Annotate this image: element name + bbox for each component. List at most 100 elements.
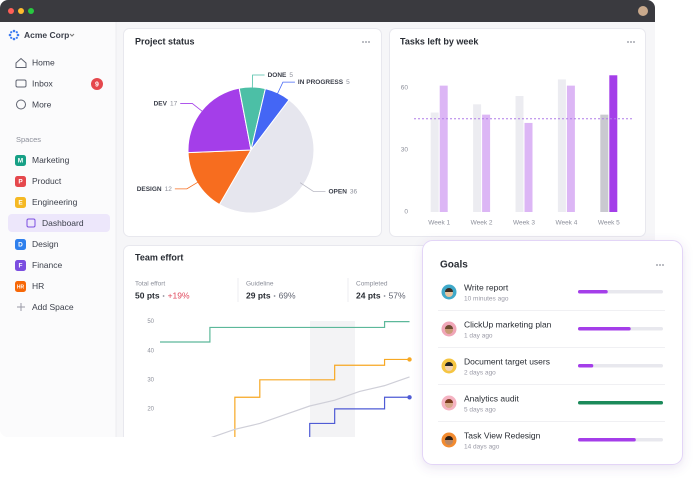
add-space-icon	[17, 303, 25, 311]
end-marker	[407, 357, 412, 362]
avatar-hair	[445, 399, 453, 403]
inbox-icon	[15, 79, 27, 88]
y-tick-label: 20	[147, 406, 154, 412]
pie-category: DEV	[154, 100, 168, 107]
goals-card: Goals Write report 10 minutes ago ClickUp …	[422, 240, 683, 465]
stat-separator	[162, 295, 165, 297]
progress-track	[578, 364, 663, 368]
close-button[interactable]	[8, 8, 14, 14]
effort-line	[209, 358, 410, 437]
x-tick-label: Week 2	[471, 220, 493, 227]
goal-time: 14 days ago	[464, 444, 500, 451]
goal-name[interactable]: Task View Redesign	[464, 430, 541, 440]
pie-value: 5	[289, 72, 293, 79]
x-tick-label: Week 1	[428, 220, 450, 227]
workspace-name[interactable]: Acme Corp	[24, 30, 69, 40]
bar	[515, 96, 524, 212]
space-badge	[15, 176, 26, 187]
stat-value: 50 pts	[135, 290, 160, 300]
space-name[interactable]: Finance	[32, 260, 63, 270]
title-bar	[0, 0, 655, 22]
space-name[interactable]: Marketing	[32, 155, 70, 165]
space-badge	[15, 260, 26, 271]
space-name[interactable]: HR	[32, 281, 44, 291]
pie-value: 12	[165, 186, 173, 193]
inbox-badge	[91, 78, 103, 90]
add-space[interactable]: Add Space	[32, 302, 74, 312]
goals-card-bg	[422, 240, 683, 465]
home-icon	[15, 57, 27, 68]
space-initial: D	[18, 242, 23, 249]
leader-line	[180, 103, 206, 114]
goal-name[interactable]: Analytics audit	[464, 393, 519, 403]
zoom-button[interactable]	[28, 8, 34, 14]
progress-bar	[578, 364, 594, 368]
workspace-chevron[interactable]	[69, 33, 75, 37]
minimize-button[interactable]	[18, 8, 24, 14]
goals-title: Goals	[440, 260, 468, 271]
bar	[524, 122, 533, 212]
pie-label: DEV 17	[154, 100, 178, 107]
y-tick-label: 40	[147, 348, 154, 354]
progress-bar	[578, 290, 608, 294]
y-tick-label: 30	[147, 377, 154, 383]
pie-label: IN PROGRESS 5	[298, 79, 350, 86]
stat-value: 29 pts	[246, 290, 271, 300]
leader-line	[275, 81, 295, 97]
highlight-band	[310, 321, 355, 437]
nav-inbox[interactable]: Inbox	[32, 78, 54, 88]
goal-name[interactable]: ClickUp marketing plan	[464, 319, 552, 329]
end-marker	[407, 395, 412, 400]
space-badge	[15, 239, 26, 250]
pie-category: DONE	[268, 72, 287, 79]
goal-time: 5 days ago	[464, 407, 496, 414]
workspace-logo	[8, 29, 20, 41]
leader-line	[251, 74, 265, 92]
active-view[interactable]: Dashboard	[42, 218, 84, 228]
stat-change: 69%	[279, 290, 296, 300]
panel-title: Team effort	[135, 252, 183, 262]
space-initial: F	[19, 263, 23, 270]
goals-menu[interactable]	[656, 264, 664, 266]
app-window: Acme Corp Home Inbox 9 More Spaces M Mark…	[0, 0, 655, 437]
pie-value: 17	[170, 100, 178, 107]
pie-label: DONE 5	[268, 72, 294, 79]
panel-menu[interactable]	[627, 41, 635, 43]
nav-more[interactable]: More	[32, 99, 52, 109]
avatar-hair	[445, 362, 453, 366]
bar	[557, 79, 566, 212]
y-tick-label: 0	[404, 209, 408, 216]
pie-label: OPEN 36	[328, 188, 357, 195]
effort-line	[284, 396, 410, 437]
avatar-hair	[445, 325, 453, 329]
more-icon	[16, 99, 26, 110]
stat-change: 57%	[389, 290, 406, 300]
goal-time: 2 days ago	[464, 370, 496, 377]
charts: DESIGN 12 DEV 17 DONE 5 IN PROGRESS 5 OPEN 36 0 30 6…	[135, 72, 632, 437]
panel-title: Project status	[135, 36, 195, 46]
bar	[439, 85, 448, 212]
goal-name[interactable]: Document target users	[464, 356, 550, 366]
panel-menu[interactable]	[362, 41, 370, 43]
nav-home[interactable]: Home	[32, 57, 55, 67]
stat-label: Completed	[356, 281, 388, 288]
space-initial: P	[18, 179, 23, 186]
user-avatar[interactable]	[638, 6, 648, 16]
space-name[interactable]: Engineering	[32, 197, 78, 207]
space-name[interactable]: Product	[32, 176, 62, 186]
space-initial: HR	[17, 284, 25, 290]
x-tick-label: Week 3	[513, 220, 535, 227]
leader-line	[174, 180, 201, 190]
spaces-heading: Spaces	[16, 135, 41, 144]
bar	[430, 112, 439, 212]
space-name[interactable]: Design	[32, 239, 59, 249]
pie-category: DESIGN	[137, 186, 162, 193]
pie-category: OPEN	[328, 188, 347, 195]
inbox-badge-count: 9	[95, 81, 99, 88]
stat-label: Total effort	[135, 281, 165, 288]
panel-title: Tasks left by week	[400, 36, 479, 46]
pie-value: 36	[350, 188, 358, 195]
y-tick-label: 60	[401, 84, 409, 91]
goal-name[interactable]: Write report	[464, 282, 509, 292]
